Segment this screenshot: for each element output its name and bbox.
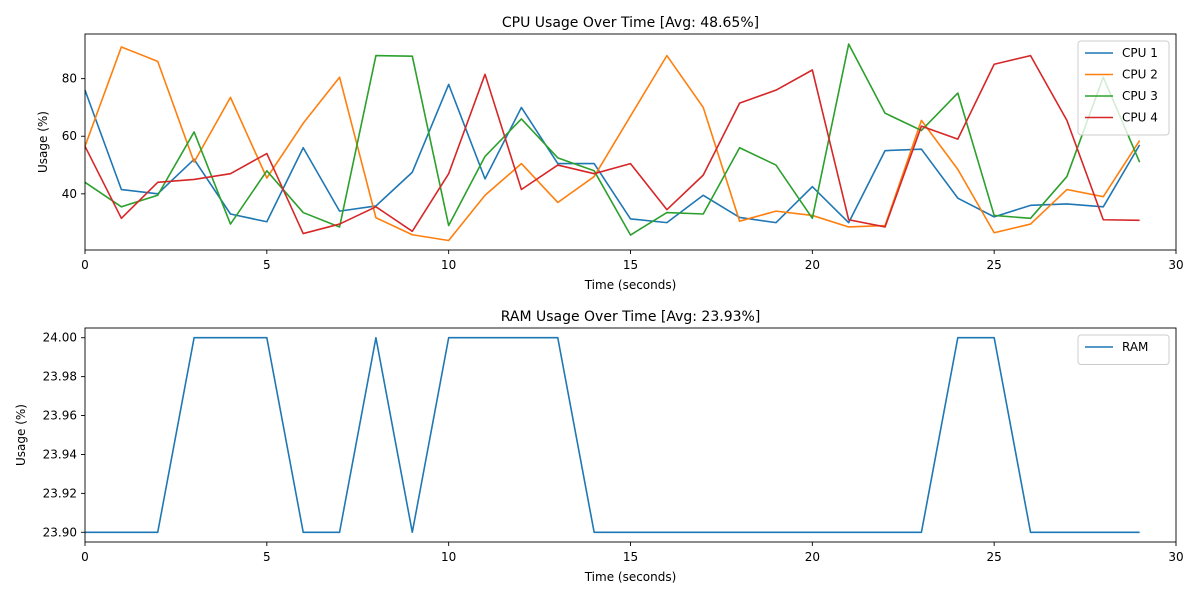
cpu-legend-box xyxy=(1077,40,1170,136)
cpu-legend-label: CPU 1 xyxy=(1122,46,1158,60)
ram-x-tick-label: 20 xyxy=(805,550,820,564)
ram-series-line-ram xyxy=(85,336,1140,534)
ram-x-tick-label: 25 xyxy=(987,550,1002,564)
cpu-series-line-cpu-3 xyxy=(84,43,1141,236)
cpu-legend-label: CPU 3 xyxy=(1122,89,1158,103)
cpu-series-line-cpu-4 xyxy=(84,54,1140,235)
ram-x-tick-label: 5 xyxy=(263,550,271,564)
ram-x-tick-label: 30 xyxy=(1168,550,1183,564)
cpu-legend: CPU 1 CPU 2 CPU 3 CPU 4 xyxy=(1077,40,1170,136)
cpu-series-line-cpu-2 xyxy=(84,46,1141,242)
ram-y-tick-label: 24.00 xyxy=(43,331,77,345)
cpu-chart-title: CPU Usage Over Time [Avg: 48.65%] xyxy=(502,15,759,31)
cpu-series-line-cpu-1 xyxy=(84,83,1141,224)
ram-y-tick-label: 23.94 xyxy=(43,447,77,461)
cpu-legend-label: CPU 4 xyxy=(1122,111,1158,125)
cpu-y-tick-label: 80 xyxy=(62,72,77,86)
ram-legend-label: RAM xyxy=(1122,340,1148,354)
cpu-y-tick-label: 40 xyxy=(62,187,77,201)
cpu-x-tick-label: 5 xyxy=(263,258,271,272)
ram-chart-title: RAM Usage Over Time [Avg: 23.93%] xyxy=(501,309,761,325)
cpu-usage-chart: CPU Usage Over Time [Avg: 48.65%] 0 5 10 15 2… xyxy=(36,15,1184,292)
ram-usage-chart: RAM Usage Over Time [Avg: 23.93%] 0 5 10 15 2… xyxy=(14,309,1184,584)
ram-y-tick-label: 23.96 xyxy=(43,409,77,423)
ram-y-tick-label: 23.92 xyxy=(43,486,77,500)
cpu-x-tick-label: 10 xyxy=(441,258,456,272)
cpu-x-tick-label: 20 xyxy=(805,258,820,272)
cpu-y-tick-label: 60 xyxy=(62,129,77,143)
ram-x-tick-label: 15 xyxy=(623,550,638,564)
ram-legend: RAM xyxy=(1077,334,1170,365)
cpu-legend-label: CPU 2 xyxy=(1122,68,1158,82)
cpu-y-axis-label: Usage (%) xyxy=(36,111,50,173)
ram-x-tick-label: 0 xyxy=(81,550,89,564)
ram-y-tick-label: 23.98 xyxy=(43,370,77,384)
ram-legend-box xyxy=(1077,334,1170,365)
ram-x-tick-label: 10 xyxy=(441,550,456,564)
cpu-x-tick-label: 0 xyxy=(81,258,89,272)
cpu-x-axis-label: Time (seconds) xyxy=(584,278,677,292)
ram-y-tick-label: 23.90 xyxy=(43,525,77,539)
ram-x-axis-label: Time (seconds) xyxy=(584,570,677,584)
cpu-x-tick-label: 30 xyxy=(1168,258,1183,272)
cpu-x-tick-label: 25 xyxy=(987,258,1002,272)
cpu-x-tick-label: 15 xyxy=(623,258,638,272)
ram-y-axis-label: Usage (%) xyxy=(14,404,28,466)
